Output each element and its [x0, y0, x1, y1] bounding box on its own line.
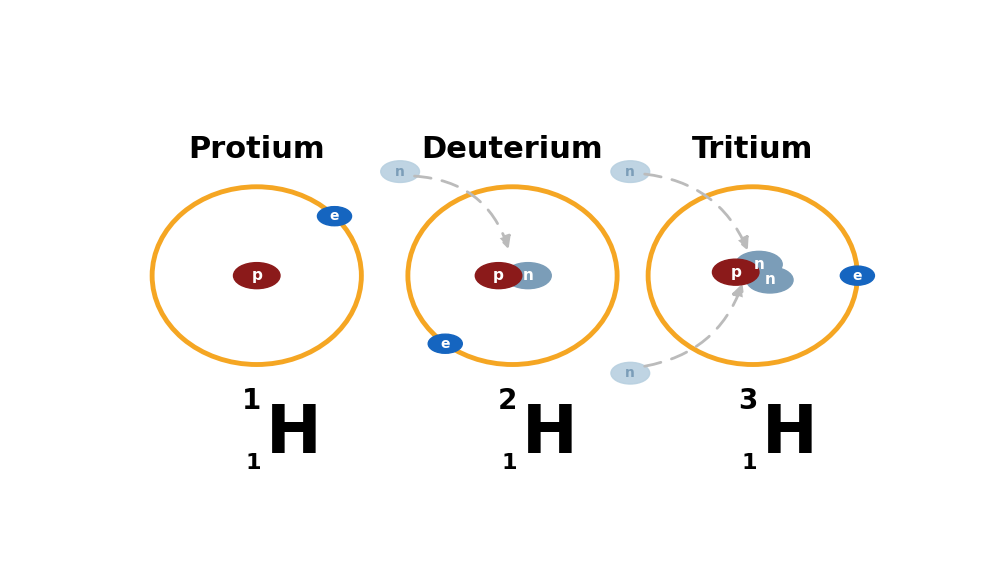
Circle shape: [475, 262, 522, 289]
Circle shape: [505, 262, 551, 289]
Text: n: n: [764, 272, 775, 288]
Text: e: e: [330, 209, 339, 223]
Text: e: e: [853, 269, 862, 283]
Text: n: n: [625, 366, 635, 380]
Circle shape: [736, 251, 782, 278]
Text: Deuterium: Deuterium: [422, 136, 603, 164]
Circle shape: [611, 363, 650, 384]
Text: 1: 1: [502, 453, 517, 472]
Text: p: p: [730, 265, 741, 280]
Circle shape: [234, 262, 280, 289]
Circle shape: [428, 334, 462, 353]
Text: n: n: [395, 164, 405, 178]
Text: 1: 1: [242, 387, 261, 415]
Circle shape: [317, 207, 352, 226]
Text: H: H: [266, 401, 322, 467]
Circle shape: [747, 267, 793, 293]
Circle shape: [712, 259, 759, 285]
Text: 2: 2: [498, 387, 517, 415]
Text: H: H: [522, 401, 578, 467]
Text: n: n: [523, 268, 533, 283]
Text: H: H: [762, 401, 818, 467]
Text: p: p: [251, 268, 262, 283]
Text: e: e: [440, 337, 450, 351]
Text: 3: 3: [738, 387, 757, 415]
Text: Protium: Protium: [188, 136, 325, 164]
Text: n: n: [754, 257, 764, 272]
Text: n: n: [625, 164, 635, 178]
Text: 1: 1: [742, 453, 757, 472]
Text: 1: 1: [246, 453, 261, 472]
Circle shape: [840, 266, 874, 285]
Text: Tritium: Tritium: [692, 136, 813, 164]
Circle shape: [611, 161, 650, 182]
Circle shape: [381, 161, 420, 182]
Text: p: p: [493, 268, 504, 283]
